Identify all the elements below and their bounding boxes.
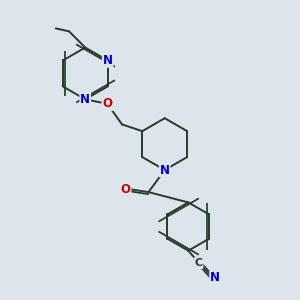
Text: N: N (210, 271, 220, 284)
Text: O: O (102, 97, 112, 110)
Text: N: N (80, 93, 90, 106)
Text: N: N (160, 164, 170, 176)
Text: N: N (103, 54, 113, 67)
Text: C: C (194, 258, 202, 268)
Text: O: O (121, 183, 130, 196)
